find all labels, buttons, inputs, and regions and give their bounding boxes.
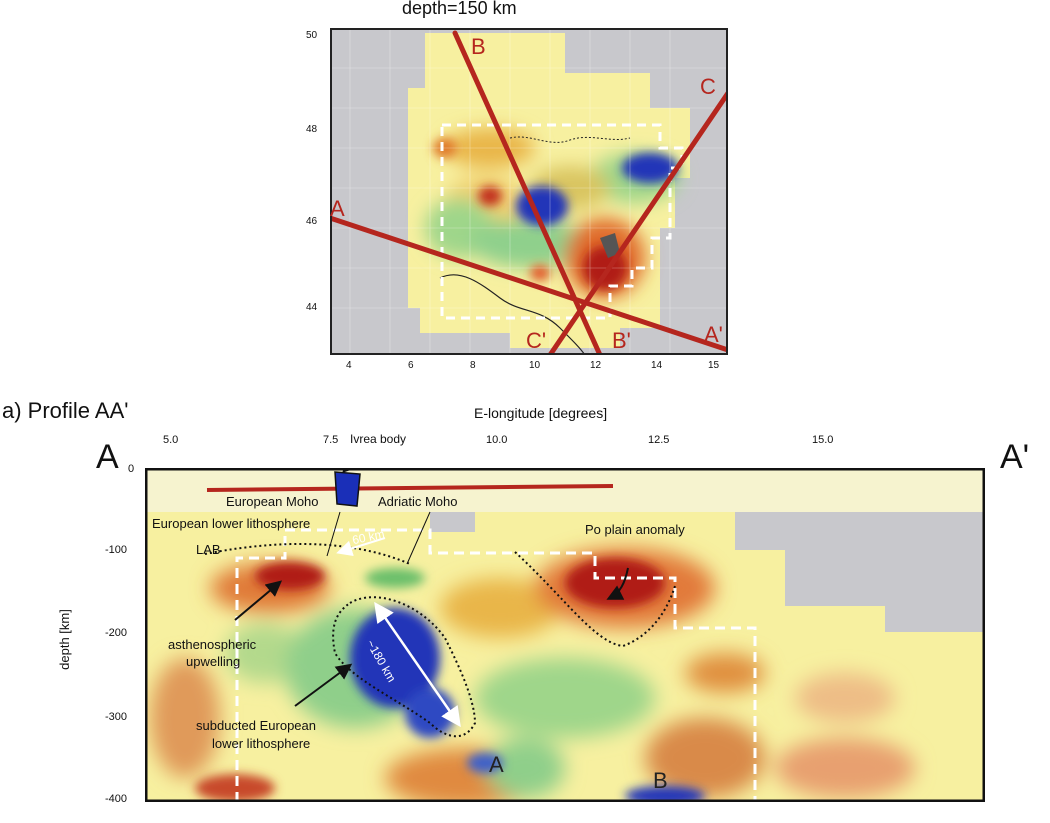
label-lab: LAB bbox=[196, 542, 221, 557]
label-european-moho: European Moho bbox=[226, 494, 319, 509]
map-y-tick: 50 bbox=[306, 30, 318, 41]
map-label-a: A bbox=[330, 196, 345, 221]
map-x-tick: 10 bbox=[529, 360, 541, 371]
map-label-b-prime: B' bbox=[612, 328, 631, 353]
map-x-tick: 4 bbox=[346, 360, 352, 371]
profile-end-right: A' bbox=[1000, 438, 1030, 476]
map-x-tick: 6 bbox=[408, 360, 414, 371]
profile-end-left: A bbox=[96, 438, 119, 476]
label-asthenospheric: asthenospheric bbox=[168, 637, 257, 652]
map-y-tick: 46 bbox=[306, 216, 318, 227]
map-title: depth=150 km bbox=[402, 0, 517, 18]
y-tick: -200 bbox=[105, 627, 128, 639]
profile-figure bbox=[145, 468, 985, 802]
label-adriatic-moho: Adriatic Moho bbox=[378, 494, 458, 509]
x-tick: 12.5 bbox=[648, 434, 670, 446]
y-tick: 0 bbox=[128, 463, 135, 475]
map-y-tick: 44 bbox=[306, 302, 318, 313]
label-anomaly-a: A bbox=[489, 752, 504, 777]
map-y-tick: 48 bbox=[306, 124, 318, 135]
x-tick: 7.5 bbox=[323, 434, 339, 446]
y-axis-label: depth [km] bbox=[56, 609, 72, 670]
map-x-tick: 15 bbox=[708, 360, 720, 371]
label-european-lower-lithosphere: European lower lithosphere bbox=[152, 516, 311, 531]
panel-title: a) Profile AA' bbox=[2, 398, 129, 423]
label-subducted-european: subducted European bbox=[196, 718, 316, 733]
label-upwelling: upwelling bbox=[186, 654, 241, 669]
x-axis-label: E-longitude [degrees] bbox=[474, 405, 608, 421]
y-tick: -300 bbox=[105, 711, 128, 723]
x-tick: 15.0 bbox=[812, 434, 834, 446]
map-x-tick: 12 bbox=[590, 360, 602, 371]
map-label-c: C bbox=[700, 74, 716, 99]
label-po-plain-anomaly: Po plain anomaly bbox=[585, 522, 685, 537]
map-label-c-prime: C' bbox=[526, 328, 547, 353]
map-x-tick: 14 bbox=[651, 360, 663, 371]
map-label-a-prime: A' bbox=[704, 322, 723, 347]
x-tick: 5.0 bbox=[163, 434, 179, 446]
map-x-tick: 8 bbox=[470, 360, 476, 371]
x-tick: 10.0 bbox=[486, 434, 508, 446]
y-tick: -100 bbox=[105, 544, 128, 556]
label-anomaly-b: B bbox=[653, 768, 668, 793]
y-tick: -400 bbox=[105, 793, 128, 805]
label-lower-lithosphere: lower lithosphere bbox=[212, 736, 311, 751]
map-label-b: B bbox=[471, 34, 486, 59]
label-ivrea-body: Ivrea body bbox=[350, 432, 407, 446]
map-figure bbox=[330, 28, 728, 355]
